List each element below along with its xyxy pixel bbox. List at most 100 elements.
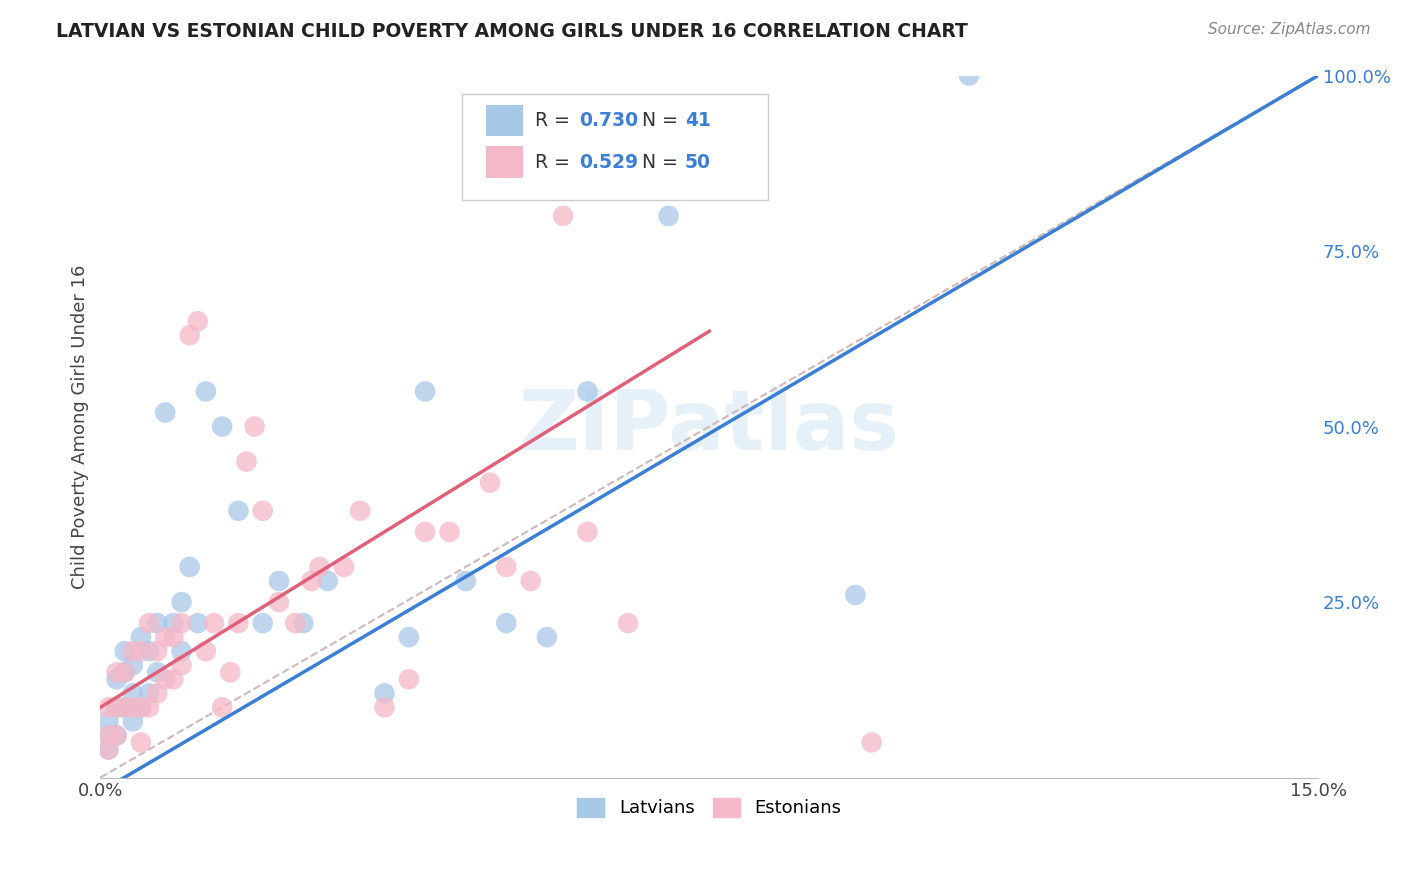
Point — [228, 504, 250, 518]
Point — [146, 644, 169, 658]
Point — [155, 630, 177, 644]
Text: N =: N = — [643, 153, 685, 171]
Point — [121, 700, 143, 714]
Point — [519, 574, 541, 588]
Point — [97, 714, 120, 729]
Point — [658, 209, 681, 223]
Point — [146, 616, 169, 631]
Point — [105, 728, 128, 742]
Point — [454, 574, 477, 588]
Point — [138, 644, 160, 658]
Point — [162, 616, 184, 631]
Point — [211, 700, 233, 714]
Point — [129, 644, 152, 658]
Point — [413, 384, 436, 399]
Point — [114, 700, 136, 714]
Text: 50: 50 — [685, 153, 711, 171]
Text: ZIPatlas: ZIPatlas — [519, 386, 900, 467]
Point — [292, 616, 315, 631]
Text: Source: ZipAtlas.com: Source: ZipAtlas.com — [1208, 22, 1371, 37]
Bar — [486, 104, 523, 136]
Point — [162, 630, 184, 644]
Point — [179, 328, 201, 343]
Point — [495, 560, 517, 574]
Point — [146, 665, 169, 680]
Y-axis label: Child Poverty Among Girls Under 16: Child Poverty Among Girls Under 16 — [72, 264, 89, 589]
Point — [97, 728, 120, 742]
Point — [97, 742, 120, 756]
Point — [252, 616, 274, 631]
Point — [114, 700, 136, 714]
Point — [170, 658, 193, 673]
Point — [146, 686, 169, 700]
Point — [170, 616, 193, 631]
Point — [114, 644, 136, 658]
Point — [439, 524, 461, 539]
Point — [105, 728, 128, 742]
Text: R =: R = — [536, 111, 576, 130]
Point — [97, 728, 120, 742]
Point — [105, 665, 128, 680]
Bar — [486, 146, 523, 178]
Point — [316, 574, 339, 588]
Point — [373, 686, 395, 700]
Point — [138, 616, 160, 631]
Point — [576, 384, 599, 399]
Point — [121, 644, 143, 658]
Point — [536, 630, 558, 644]
Point — [202, 616, 225, 631]
Point — [211, 419, 233, 434]
Point — [121, 714, 143, 729]
Point — [284, 616, 307, 631]
Point — [170, 644, 193, 658]
Point — [252, 504, 274, 518]
Point — [114, 665, 136, 680]
Point — [170, 595, 193, 609]
Point — [105, 673, 128, 687]
Point — [617, 616, 640, 631]
Point — [267, 574, 290, 588]
Point — [373, 700, 395, 714]
Point — [121, 658, 143, 673]
Legend: Latvians, Estonians: Latvians, Estonians — [569, 791, 848, 825]
Point — [479, 475, 502, 490]
Point — [194, 384, 217, 399]
Text: 0.529: 0.529 — [579, 153, 638, 171]
Point — [179, 560, 201, 574]
Point — [308, 560, 330, 574]
Point — [553, 209, 575, 223]
Point — [349, 504, 371, 518]
Point — [235, 455, 257, 469]
Point — [162, 673, 184, 687]
Point — [187, 616, 209, 631]
Point — [187, 314, 209, 328]
Point — [155, 405, 177, 419]
Point — [138, 686, 160, 700]
Point — [333, 560, 356, 574]
Text: 0.730: 0.730 — [579, 111, 638, 130]
Point — [860, 735, 883, 749]
Point — [105, 700, 128, 714]
Point — [398, 673, 420, 687]
Point — [97, 742, 120, 756]
Point — [129, 735, 152, 749]
Point — [495, 616, 517, 631]
Point — [576, 524, 599, 539]
Point — [267, 595, 290, 609]
Point — [97, 700, 120, 714]
Point — [957, 69, 980, 83]
Point — [129, 630, 152, 644]
Point — [138, 700, 160, 714]
Point — [844, 588, 866, 602]
Point — [219, 665, 242, 680]
Point — [413, 524, 436, 539]
Point — [121, 686, 143, 700]
Text: R =: R = — [536, 153, 576, 171]
FancyBboxPatch shape — [463, 95, 768, 201]
Point — [105, 700, 128, 714]
Point — [129, 700, 152, 714]
Point — [129, 700, 152, 714]
Text: LATVIAN VS ESTONIAN CHILD POVERTY AMONG GIRLS UNDER 16 CORRELATION CHART: LATVIAN VS ESTONIAN CHILD POVERTY AMONG … — [56, 22, 969, 41]
Point — [301, 574, 323, 588]
Text: N =: N = — [643, 111, 685, 130]
